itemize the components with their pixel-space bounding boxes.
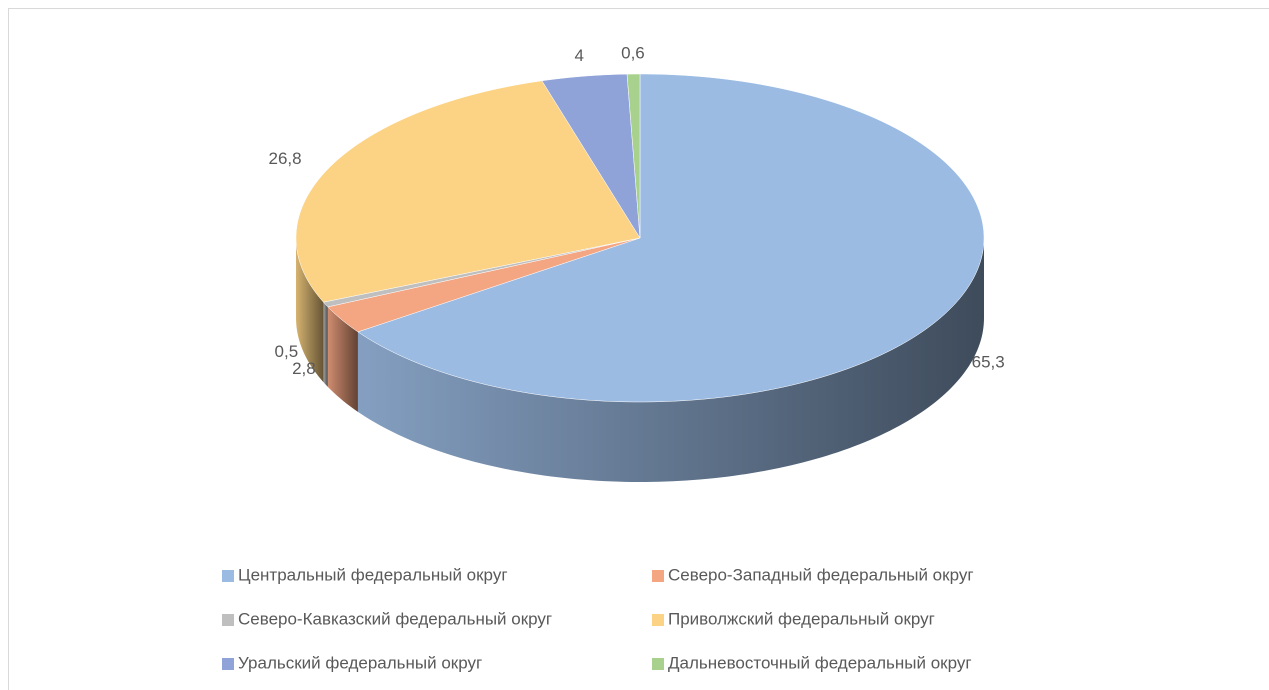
slice-side bbox=[327, 306, 358, 412]
legend-label: Центральный федеральный округ bbox=[238, 565, 508, 584]
legend-swatch bbox=[222, 570, 234, 582]
slice bbox=[357, 73, 985, 403]
legend-label: Уральский федеральный округ bbox=[238, 653, 482, 672]
legend-swatch bbox=[652, 658, 664, 670]
legend-swatch bbox=[652, 570, 664, 582]
legend-label: Северо-Западный федеральный округ bbox=[668, 565, 974, 584]
legend-swatch bbox=[652, 614, 664, 626]
slice bbox=[541, 73, 641, 239]
slice-side bbox=[323, 302, 328, 387]
data-label: 65,3 bbox=[972, 353, 1005, 372]
data-label: 2,8 bbox=[292, 359, 316, 378]
legend-label: Приволжский федеральный округ bbox=[668, 609, 935, 628]
legend-swatch bbox=[222, 658, 234, 670]
legend-label: Дальневосточный федеральный округ bbox=[668, 653, 972, 672]
slice bbox=[626, 73, 641, 239]
slice-side bbox=[296, 238, 324, 383]
slice bbox=[295, 80, 641, 303]
legend-swatch bbox=[222, 614, 234, 626]
slice bbox=[327, 237, 641, 333]
data-label: 0,6 bbox=[621, 44, 645, 63]
slice-side bbox=[357, 238, 984, 482]
legend-label: Северо-Кавказский федеральный округ bbox=[238, 609, 552, 628]
data-label: 0,5 bbox=[275, 342, 299, 361]
data-label: 26,8 bbox=[269, 149, 302, 168]
data-label: 4 bbox=[574, 46, 583, 65]
